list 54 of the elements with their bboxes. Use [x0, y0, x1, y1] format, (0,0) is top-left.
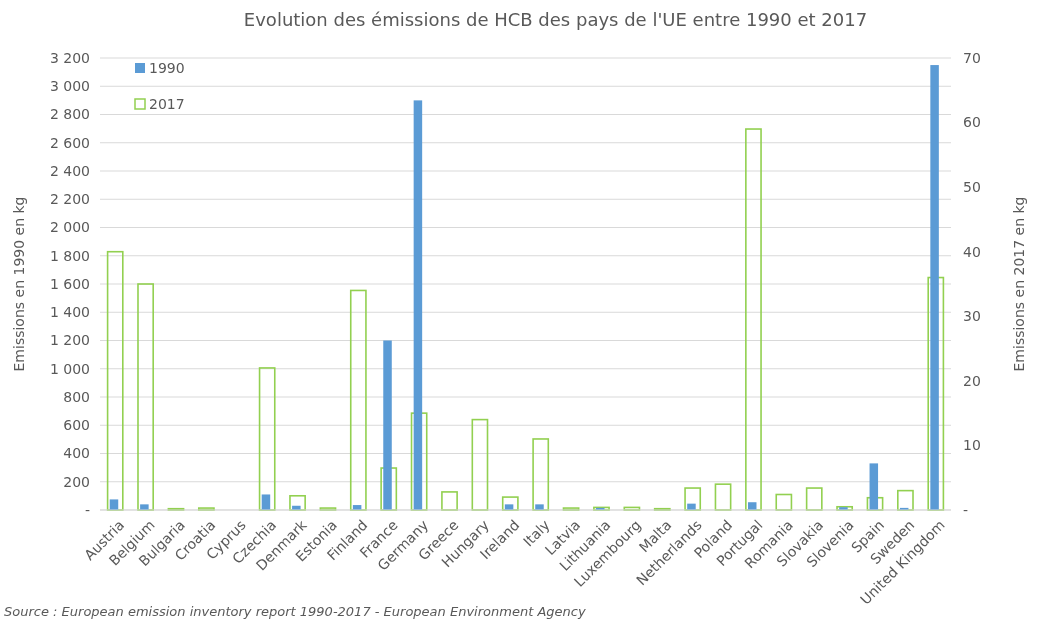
bar — [745, 128, 762, 511]
legend-label: 2017 — [149, 95, 185, 112]
bar — [140, 504, 149, 510]
bar — [106, 250, 124, 511]
bar — [535, 504, 544, 510]
y-tick-label: 2 200 — [49, 191, 90, 208]
bar — [413, 100, 423, 510]
bar — [383, 340, 392, 510]
y2-tick-label: 30 — [963, 308, 981, 325]
y-tick-label: 3 200 — [49, 49, 90, 66]
y-tick-label: 400 — [63, 445, 90, 462]
bar — [410, 412, 428, 511]
bar — [137, 283, 154, 511]
chart-title: Evolution des émissions de HCB des pays de l'UE entre 1990 et 2017 — [243, 9, 868, 30]
bar — [197, 507, 215, 511]
y-tick-label: 600 — [63, 417, 90, 434]
y-tick-label: 1 000 — [49, 360, 90, 377]
bar — [930, 65, 939, 510]
y2-tick-label: 20 — [963, 372, 981, 389]
bar — [289, 494, 306, 511]
legend-label: 1990 — [149, 59, 185, 76]
bar — [261, 494, 271, 510]
y2-tick-label: 50 — [963, 179, 981, 196]
bar — [562, 507, 580, 511]
bar — [349, 289, 367, 511]
bar — [471, 418, 489, 511]
y-tick-label: 200 — [63, 473, 90, 490]
y2-tick-label: 60 — [963, 114, 981, 131]
y-tick-label: 2 600 — [49, 134, 90, 151]
bar — [869, 463, 879, 510]
y-tick-label: 800 — [63, 388, 90, 405]
y2-tick-label: 10 — [963, 437, 981, 454]
y2-tick-label: 40 — [963, 243, 981, 260]
y2-tick-label: - — [963, 501, 969, 518]
y-tick-label: 2 400 — [49, 162, 90, 179]
y-tick-label: 2 000 — [49, 219, 90, 236]
y-tick-label: 1 400 — [49, 304, 90, 321]
source-note: Source : European emission inventory report 1990-2017 - European Environment Agency — [4, 604, 586, 619]
bar — [897, 489, 914, 511]
y2-axis-title: Emissions en 2017 en kg — [1011, 196, 1027, 372]
y-tick-label: 2 800 — [49, 106, 90, 123]
bar — [532, 438, 550, 511]
bar — [258, 367, 276, 511]
bar — [684, 487, 702, 511]
y-tick-label: - — [84, 501, 90, 518]
y-tick-label: 1 200 — [49, 332, 90, 349]
bar — [319, 507, 337, 511]
bar — [653, 507, 671, 511]
y-tick-label: 3 000 — [49, 78, 90, 95]
y-axis-title: Emissions en 1990 en kg — [11, 196, 27, 372]
bar — [167, 507, 185, 511]
y-tick-label: 1 800 — [49, 247, 90, 264]
y-tick-label: 1 600 — [49, 275, 90, 292]
y2-tick-label: 70 — [963, 49, 981, 66]
